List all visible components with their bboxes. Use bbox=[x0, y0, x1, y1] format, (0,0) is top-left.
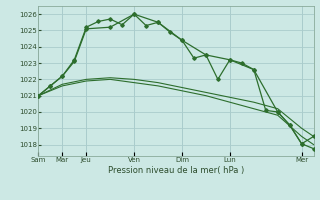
X-axis label: Pression niveau de la mer( hPa ): Pression niveau de la mer( hPa ) bbox=[108, 166, 244, 175]
